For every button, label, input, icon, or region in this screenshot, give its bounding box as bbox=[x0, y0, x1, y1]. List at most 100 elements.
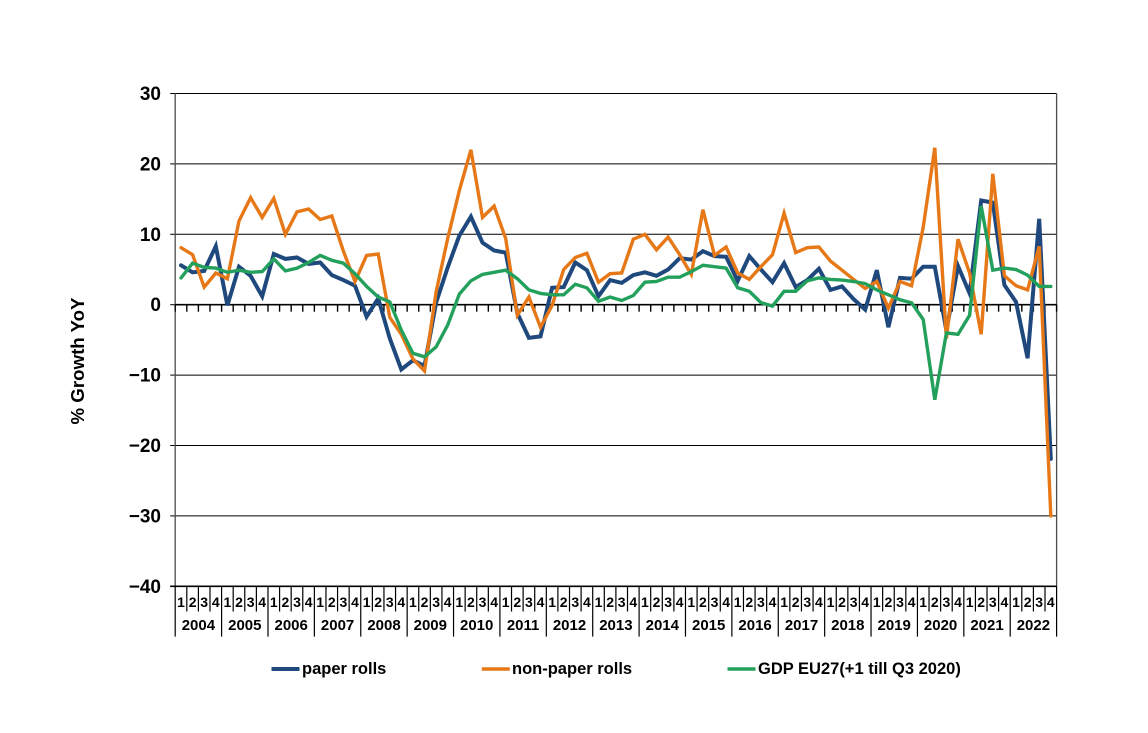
svg-text:2020: 2020 bbox=[924, 617, 957, 634]
svg-text:2016: 2016 bbox=[738, 617, 771, 634]
svg-text:4: 4 bbox=[583, 594, 591, 610]
svg-text:2: 2 bbox=[977, 594, 985, 610]
svg-text:2: 2 bbox=[560, 594, 568, 610]
svg-text:1: 1 bbox=[548, 594, 556, 610]
svg-text:2: 2 bbox=[699, 594, 707, 610]
svg-text:20: 20 bbox=[140, 154, 161, 175]
svg-text:3: 3 bbox=[664, 594, 672, 610]
svg-text:2019: 2019 bbox=[878, 617, 911, 634]
svg-text:1: 1 bbox=[827, 594, 835, 610]
svg-text:1: 1 bbox=[455, 594, 463, 610]
svg-text:2: 2 bbox=[1024, 594, 1032, 610]
svg-text:4: 4 bbox=[537, 594, 545, 610]
svg-text:1: 1 bbox=[177, 594, 185, 610]
svg-text:1: 1 bbox=[873, 594, 881, 610]
svg-text:2011: 2011 bbox=[507, 617, 540, 634]
svg-text:1: 1 bbox=[919, 594, 927, 610]
svg-text:2: 2 bbox=[838, 594, 846, 610]
svg-text:% Growth YoY: % Growth YoY bbox=[67, 297, 88, 425]
svg-text:2004: 2004 bbox=[182, 617, 216, 634]
svg-text:1: 1 bbox=[641, 594, 649, 610]
svg-text:4: 4 bbox=[954, 594, 962, 610]
svg-text:4: 4 bbox=[908, 594, 916, 610]
svg-text:3: 3 bbox=[200, 594, 208, 610]
svg-text:10: 10 bbox=[140, 225, 161, 246]
svg-text:3: 3 bbox=[896, 594, 904, 610]
svg-text:2: 2 bbox=[792, 594, 800, 610]
svg-text:2008: 2008 bbox=[367, 617, 400, 634]
svg-text:3: 3 bbox=[340, 594, 348, 610]
svg-text:1: 1 bbox=[687, 594, 695, 610]
svg-text:1: 1 bbox=[409, 594, 417, 610]
svg-text:3: 3 bbox=[525, 594, 533, 610]
svg-text:4: 4 bbox=[305, 594, 313, 610]
svg-text:2: 2 bbox=[513, 594, 521, 610]
svg-text:1: 1 bbox=[1012, 594, 1020, 610]
svg-text:1: 1 bbox=[270, 594, 278, 610]
svg-text:3: 3 bbox=[757, 594, 765, 610]
svg-text:3: 3 bbox=[247, 594, 255, 610]
svg-text:4: 4 bbox=[769, 594, 777, 610]
svg-text:2: 2 bbox=[421, 594, 429, 610]
svg-text:2: 2 bbox=[653, 594, 661, 610]
svg-text:1: 1 bbox=[224, 594, 232, 610]
svg-text:4: 4 bbox=[722, 594, 730, 610]
svg-text:2: 2 bbox=[282, 594, 290, 610]
svg-text:4: 4 bbox=[397, 594, 405, 610]
svg-text:4: 4 bbox=[861, 594, 869, 610]
svg-text:4: 4 bbox=[490, 594, 498, 610]
svg-text:2014: 2014 bbox=[646, 617, 680, 634]
svg-text:3: 3 bbox=[989, 594, 997, 610]
svg-text:0: 0 bbox=[150, 295, 161, 316]
svg-text:1: 1 bbox=[966, 594, 974, 610]
svg-text:3: 3 bbox=[479, 594, 487, 610]
svg-text:−20: −20 bbox=[129, 436, 161, 457]
svg-text:2018: 2018 bbox=[831, 617, 864, 634]
svg-text:4: 4 bbox=[351, 594, 359, 610]
svg-text:3: 3 bbox=[850, 594, 858, 610]
svg-text:2: 2 bbox=[328, 594, 336, 610]
svg-text:−30: −30 bbox=[129, 506, 161, 527]
svg-text:−10: −10 bbox=[129, 366, 161, 387]
svg-text:2010: 2010 bbox=[460, 617, 493, 634]
svg-text:2: 2 bbox=[374, 594, 382, 610]
svg-text:2007: 2007 bbox=[321, 617, 354, 634]
svg-text:2005: 2005 bbox=[228, 617, 261, 634]
svg-text:4: 4 bbox=[815, 594, 823, 610]
svg-text:1: 1 bbox=[734, 594, 742, 610]
svg-text:paper rolls: paper rolls bbox=[302, 660, 386, 678]
svg-text:2017: 2017 bbox=[785, 617, 818, 634]
svg-text:30: 30 bbox=[140, 84, 161, 105]
svg-text:2: 2 bbox=[885, 594, 893, 610]
svg-text:2: 2 bbox=[235, 594, 243, 610]
svg-text:3: 3 bbox=[571, 594, 579, 610]
svg-text:2: 2 bbox=[189, 594, 197, 610]
svg-text:2: 2 bbox=[745, 594, 753, 610]
svg-text:3: 3 bbox=[1035, 594, 1043, 610]
svg-text:3: 3 bbox=[386, 594, 394, 610]
svg-text:3: 3 bbox=[293, 594, 301, 610]
svg-text:3: 3 bbox=[711, 594, 719, 610]
svg-text:4: 4 bbox=[444, 594, 452, 610]
svg-text:2012: 2012 bbox=[553, 617, 586, 634]
svg-text:2: 2 bbox=[467, 594, 475, 610]
svg-text:4: 4 bbox=[676, 594, 684, 610]
svg-text:4: 4 bbox=[258, 594, 266, 610]
svg-text:4: 4 bbox=[629, 594, 637, 610]
svg-text:3: 3 bbox=[432, 594, 440, 610]
svg-text:1: 1 bbox=[502, 594, 510, 610]
svg-text:4: 4 bbox=[1001, 594, 1009, 610]
svg-text:1: 1 bbox=[363, 594, 371, 610]
svg-text:4: 4 bbox=[212, 594, 220, 610]
svg-text:2: 2 bbox=[931, 594, 939, 610]
svg-text:2015: 2015 bbox=[692, 617, 725, 634]
svg-text:1: 1 bbox=[780, 594, 788, 610]
svg-text:GDP EU27(+1 till Q3 2020): GDP EU27(+1 till Q3 2020) bbox=[758, 660, 961, 678]
svg-text:2013: 2013 bbox=[599, 617, 632, 634]
svg-text:2022: 2022 bbox=[1017, 617, 1050, 634]
svg-text:4: 4 bbox=[1047, 594, 1055, 610]
svg-text:1: 1 bbox=[595, 594, 603, 610]
svg-text:2009: 2009 bbox=[414, 617, 447, 634]
svg-text:2: 2 bbox=[606, 594, 614, 610]
svg-text:non-paper rolls: non-paper rolls bbox=[512, 660, 632, 678]
